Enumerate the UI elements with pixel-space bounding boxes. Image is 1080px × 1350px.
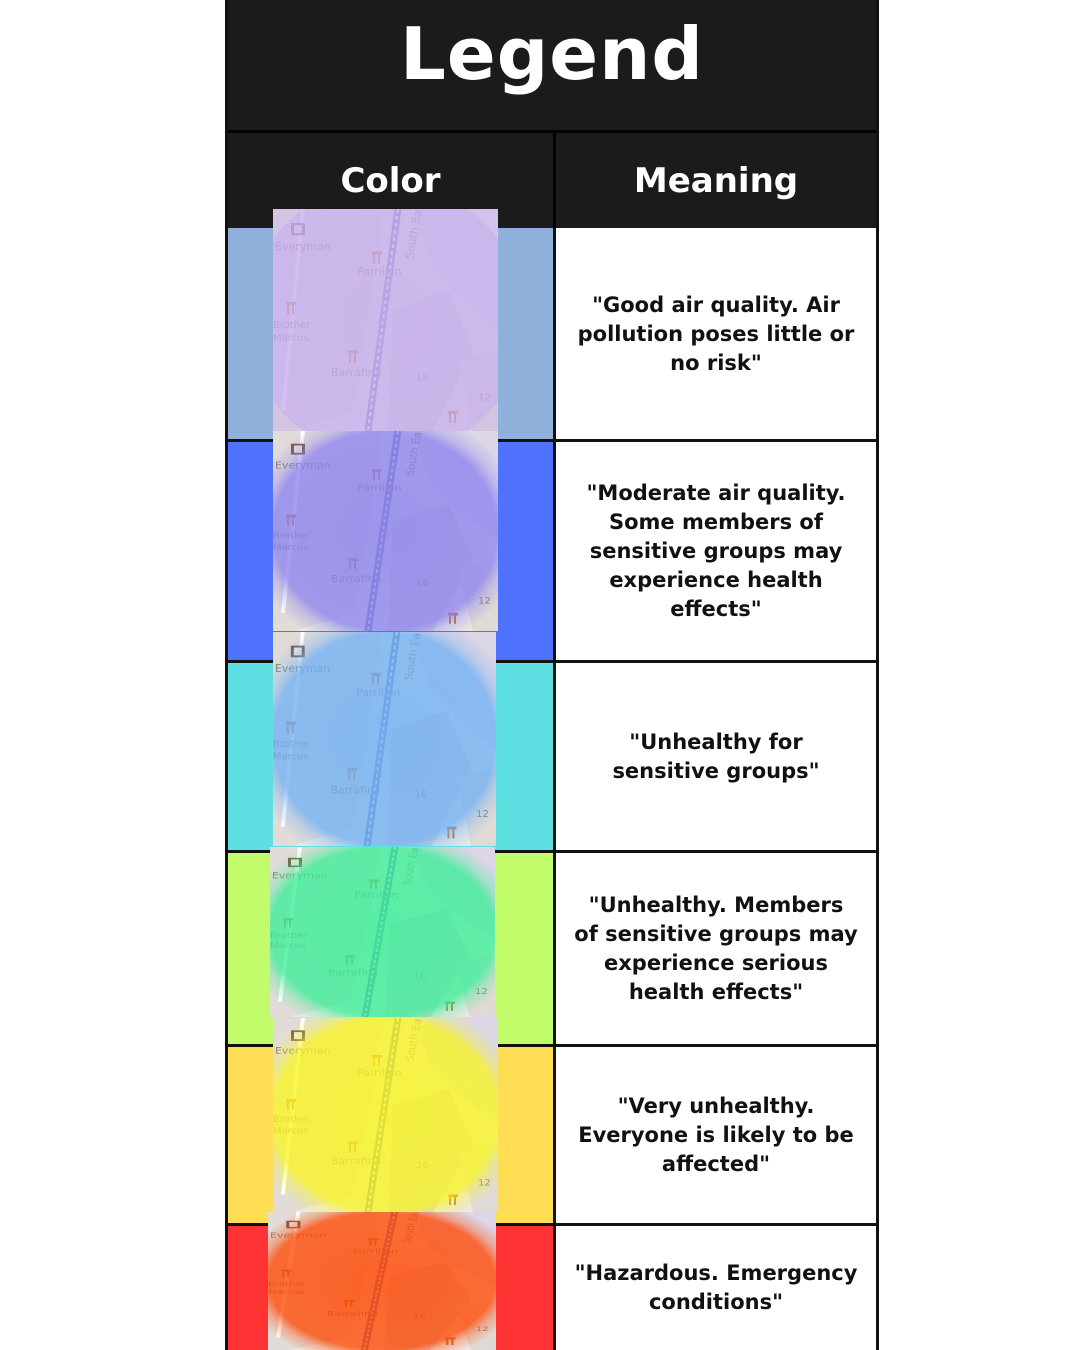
map-heatmap-tile: EverymanParrillanBrotherMarcusBarrafina1… [268,1212,496,1350]
column-divider [553,1225,556,1350]
meaning-text: "Good air quality. Air pollution poses l… [556,228,876,441]
legend-table: Legend Color Meaning "Good air quality. … [225,0,879,1350]
map-heatmap-tile: EverymanParrillanBrotherMarcusBarrafina1… [273,632,496,846]
heatmap-overlay [273,431,498,631]
row-divider [228,439,876,442]
map-heatmap-tile: EverymanParrillanBrotherMarcusBarrafina1… [273,1018,498,1212]
map-heatmap-tile: EverymanParrillanBrotherMarcusBarrafina1… [273,431,498,631]
legend-title-bar: Legend [228,0,876,130]
color-column-header: Color [340,160,441,201]
heatmap-overlay [268,1212,496,1350]
legend-title: Legend [400,12,704,96]
header-divider [553,133,556,228]
heatmap-overlay [273,632,496,846]
map-heatmap-tile: EverymanParrillanBrotherMarcusBarrafina1… [273,209,498,431]
meaning-text: "Very unhealthy. Everyone is likely to b… [556,1046,876,1225]
column-divider [553,228,556,441]
row-divider [228,660,876,663]
column-divider [553,1046,556,1225]
column-divider [553,441,556,662]
heatmap-overlay [273,1018,498,1212]
row-divider [228,1044,876,1047]
map-heatmap-tile: EverymanParrillanBrotherMarcusBarrafina1… [270,847,495,1017]
row-divider [228,850,876,853]
meaning-text: "Moderate air quality. Some members of s… [556,441,876,662]
column-divider [553,852,556,1046]
column-divider [553,662,556,852]
meaning-text: "Unhealthy. Members of sensitive groups … [556,852,876,1046]
row-divider [228,1223,876,1226]
heatmap-overlay [273,209,498,431]
meaning-text: "Unhealthy for sensitive groups" [556,662,876,852]
meaning-text: "Hazardous. Emergency conditions" [556,1225,876,1350]
meaning-column-header: Meaning [633,160,799,201]
heatmap-overlay [270,847,495,1017]
